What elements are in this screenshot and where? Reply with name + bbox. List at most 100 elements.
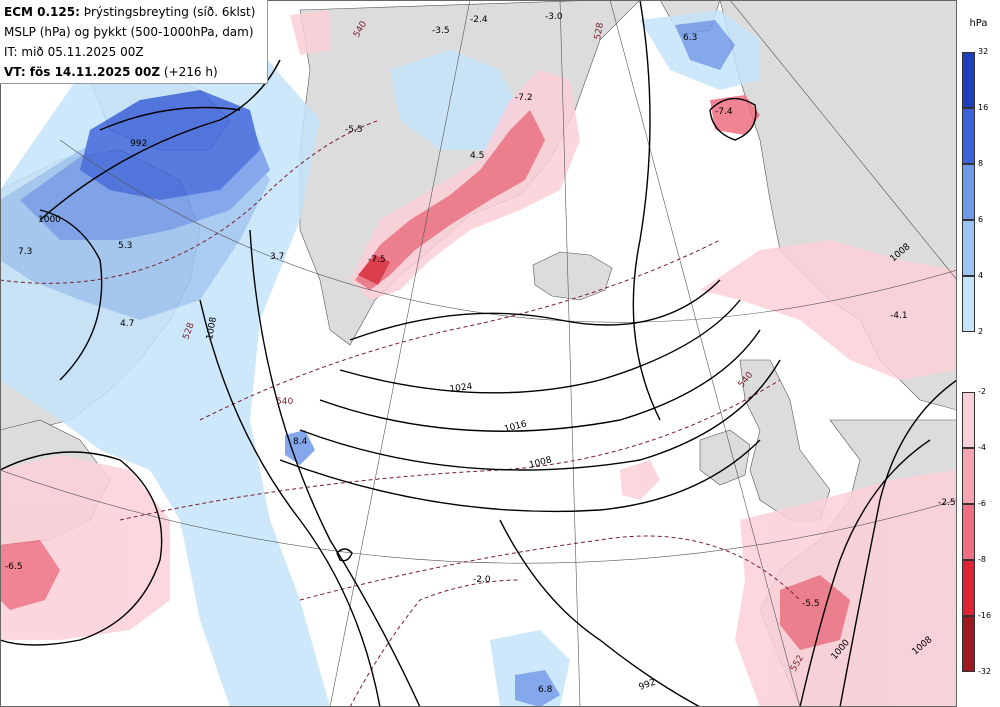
pressure-fall-layer: [0, 10, 957, 707]
isobar: [0, 451, 163, 646]
graticule-line: [329, 0, 471, 707]
model-name: ECM 0.125:: [4, 5, 80, 19]
valid-time-line: VT: fös 14.11.2025 00Z (+216 h): [4, 62, 267, 82]
graticule-line: [559, 0, 581, 707]
change-label: -7.2: [515, 93, 533, 103]
legend-fall-color-box: [962, 448, 975, 504]
change-label: -7.5: [368, 255, 386, 265]
change-label: -6.5: [5, 562, 23, 572]
change-label: -4.1: [890, 311, 908, 321]
fall-area-svalbard-strong: [710, 95, 760, 135]
thickness-contour: [199, 239, 721, 421]
isobar: [336, 548, 353, 562]
rise-area-west-core: [80, 90, 260, 200]
fall-area-europe-strong: [780, 575, 850, 650]
isobar: [349, 279, 721, 341]
isobar-label: 1024: [449, 382, 473, 395]
thickness-contour: [119, 379, 781, 521]
isobar: [249, 229, 421, 707]
legend-rise-tick-label: 6: [978, 215, 984, 224]
change-label: -3.5: [432, 26, 450, 36]
isobar-contours: [0, 0, 957, 707]
rise-area-south-medium: [515, 670, 560, 707]
legend-unit: hPa: [969, 18, 988, 29]
change-label: 8.4: [293, 437, 308, 447]
thickness-label: 528: [593, 22, 606, 41]
isobar: [632, 0, 661, 421]
change-label: -7.4: [715, 107, 733, 117]
legend-rise-tick-label: 32: [978, 47, 989, 56]
legend-fall-tick-label: -16: [978, 611, 992, 620]
change-label: 5.3: [118, 241, 132, 251]
weather-map: 1024 1016 1008 1000 992 1008 1008 1000 9…: [0, 0, 957, 707]
rise-area-greenland-light: [390, 50, 520, 150]
isobar: [799, 439, 931, 707]
isobar-label: 1008: [205, 316, 219, 341]
fall-area-greenland-core: [358, 255, 390, 285]
fall-area-britain-light: [620, 460, 660, 500]
isobar: [839, 379, 957, 707]
change-label: 7.3: [18, 247, 32, 257]
iceland-land: [532, 251, 613, 301]
lead-time: (+216 h): [163, 65, 218, 79]
info-box: ECM 0.125: Þrýstingsbreyting (síð. 6klst…: [0, 0, 268, 84]
isobar: [199, 299, 381, 707]
change-label: 6.3: [683, 33, 697, 43]
isobar: [709, 97, 757, 141]
init-time: IT: mið 05.11.2025 00Z: [4, 45, 144, 59]
thickness-contours: [0, 119, 801, 707]
fall-area-greenland-strong: [355, 110, 545, 290]
legend-fall-color-box: [962, 392, 975, 448]
isobar: [339, 299, 741, 394]
legend-fall-color-box: [962, 616, 975, 672]
map-canvas: 1024 1016 1008 1000 992 1008 1008 1000 9…: [0, 0, 957, 707]
isobar-label: 1000: [38, 215, 61, 225]
change-label: 6.8: [538, 685, 553, 695]
graticule-line: [59, 139, 957, 323]
isobar-label: 992: [130, 139, 147, 149]
field-name: Þrýstingsbreyting (síð. 6klst): [83, 5, 256, 19]
fall-area-scandinavia-light: [700, 240, 957, 380]
legend-fall-tick-label: -2: [978, 387, 986, 396]
legend-rise-tick-label: 2: [978, 327, 984, 336]
isobar: [39, 209, 103, 381]
legend-rise-tick-label: 4: [978, 271, 984, 280]
field-description: MSLP (hPa) og þykkt (500-1000hPa, dam): [4, 25, 254, 39]
ireland-land: [699, 429, 751, 486]
isobar: [279, 439, 761, 513]
change-label: -5.5: [802, 599, 820, 609]
change-label: 3.7: [270, 252, 284, 262]
fall-area-southwest-strong: [0, 540, 60, 610]
legend-fall-color-box: [962, 560, 975, 616]
isobar: [319, 329, 761, 432]
pressure-rise-layer: [0, 10, 760, 707]
legend-fall-tick-label: -8: [978, 555, 986, 564]
legend-rise-color-box: [962, 108, 975, 164]
legend-rise-color-box: [962, 276, 975, 332]
legend-rise-tick-label: 16: [978, 103, 989, 112]
rise-area-mid-medium: [285, 430, 315, 465]
change-label: 4.7: [120, 319, 134, 329]
fall-area-europe-light: [735, 470, 957, 707]
thickness-contour: [299, 535, 801, 601]
legend-fall-color-box: [962, 504, 975, 560]
valid-time: VT: fös 14.11.2025 00Z: [4, 65, 161, 79]
rise-area-norway-medium: [675, 20, 735, 70]
isobar: [99, 106, 241, 131]
thickness-contour: [0, 119, 381, 284]
legend-rise-tick-label: 8: [978, 159, 984, 168]
change-label: -2.5: [938, 498, 956, 508]
graticule-line: [729, 0, 957, 281]
isobar: [499, 519, 701, 707]
change-label: -2.4: [470, 15, 488, 25]
fall-area-northwest-light: [290, 10, 330, 55]
legend-fall-tick-label: -6: [978, 499, 986, 508]
graticule-line: [0, 469, 957, 564]
change-label: 4.5: [470, 151, 484, 161]
info-title-line: ECM 0.125: Þrýstingsbreyting (síð. 6klst…: [4, 2, 267, 22]
isobar: [299, 359, 781, 471]
thickness-label: 540: [276, 397, 293, 407]
change-label: -3.0: [545, 12, 563, 22]
legend-fall-tick-label: -32: [978, 667, 992, 676]
graticule-layer: [0, 0, 957, 707]
